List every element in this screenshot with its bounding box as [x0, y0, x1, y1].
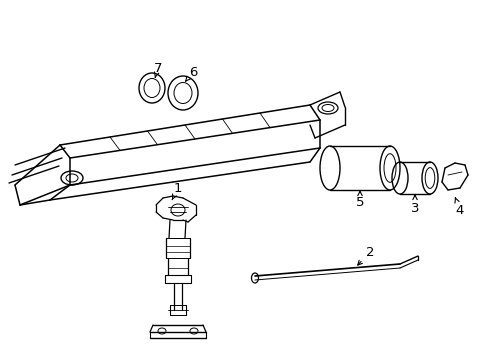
Text: 7: 7 [153, 62, 162, 77]
Text: 6: 6 [185, 66, 197, 81]
Text: 4: 4 [454, 198, 463, 216]
Text: 3: 3 [410, 195, 418, 215]
Text: 2: 2 [357, 246, 373, 265]
Text: 1: 1 [172, 181, 182, 200]
Text: 5: 5 [355, 191, 364, 208]
